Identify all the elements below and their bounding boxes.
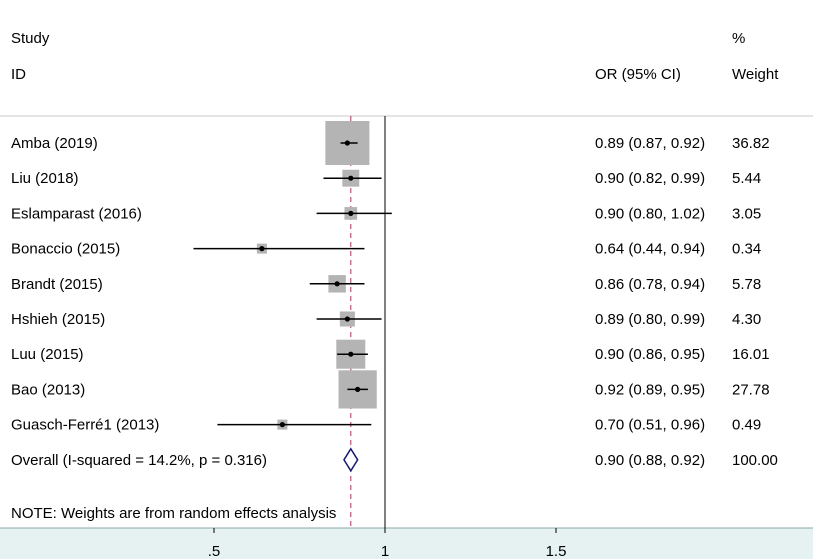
weight-value: 27.78 bbox=[732, 381, 770, 398]
study-name: Eslamparast (2016) bbox=[11, 205, 142, 222]
note-text: NOTE: Weights are from random effects an… bbox=[11, 505, 336, 522]
or-ci-value: 0.64 (0.44, 0.94) bbox=[595, 241, 705, 258]
or-ci-value: 0.86 (0.78, 0.94) bbox=[595, 276, 705, 293]
point-estimate bbox=[259, 246, 265, 252]
study-rows: Amba (2019) 0.89 (0.87, 0.92) 36.82 Liu (20… bbox=[11, 121, 778, 473]
point-estimate bbox=[355, 386, 361, 392]
point-estimate bbox=[344, 316, 350, 322]
or-ci-value: 0.90 (0.86, 0.95) bbox=[595, 346, 705, 363]
x-tick-label: 1 bbox=[381, 543, 389, 559]
point-estimate bbox=[348, 210, 354, 216]
point-estimate bbox=[344, 140, 350, 146]
point-estimate bbox=[279, 422, 285, 428]
id-header: ID bbox=[11, 66, 26, 83]
study-name: Brandt (2015) bbox=[11, 276, 103, 293]
weight-value: 0.49 bbox=[732, 417, 761, 434]
point-estimate bbox=[334, 281, 340, 287]
or-ci-value: 0.70 (0.51, 0.96) bbox=[595, 417, 705, 434]
x-axis-ticks: .5 1 1.5 bbox=[208, 528, 567, 559]
or-ci-value: 0.90 (0.80, 1.02) bbox=[595, 205, 705, 222]
or-ci-value: 0.92 (0.89, 0.95) bbox=[595, 381, 705, 398]
overall-weight: 100.00 bbox=[732, 452, 778, 469]
study-name: Guasch-Ferré1 (2013) bbox=[11, 417, 159, 434]
weight-value: 16.01 bbox=[732, 346, 770, 363]
weight-value: 5.78 bbox=[732, 276, 761, 293]
study-name: Bao (2013) bbox=[11, 381, 85, 398]
x-tick-label: 1.5 bbox=[546, 543, 567, 559]
study-name: Liu (2018) bbox=[11, 170, 79, 187]
overall-label: Overall (I-squared = 14.2%, p = 0.316) bbox=[11, 452, 267, 469]
weight-value: 0.34 bbox=[732, 241, 761, 258]
overall-or-ci: 0.90 (0.88, 0.92) bbox=[595, 452, 705, 469]
weight-header: Weight bbox=[732, 66, 779, 83]
or-ci-value: 0.89 (0.87, 0.92) bbox=[595, 135, 705, 152]
or-ci-value: 0.89 (0.80, 0.99) bbox=[595, 311, 705, 328]
point-estimate bbox=[348, 351, 354, 357]
study-name: Hshieh (2015) bbox=[11, 311, 105, 328]
x-tick-label: .5 bbox=[208, 543, 221, 559]
weight-value: 3.05 bbox=[732, 205, 761, 222]
weight-value: 5.44 bbox=[732, 170, 761, 187]
overall-diamond bbox=[343, 447, 359, 473]
weight-value: 4.30 bbox=[732, 311, 761, 328]
study-name: Luu (2015) bbox=[11, 346, 84, 363]
axis-band bbox=[0, 528, 813, 559]
weight-value: 36.82 bbox=[732, 135, 770, 152]
or-ci-value: 0.90 (0.82, 0.99) bbox=[595, 170, 705, 187]
study-name: Amba (2019) bbox=[11, 135, 98, 152]
percent-header: % bbox=[732, 30, 745, 47]
study-header: Study bbox=[11, 30, 50, 47]
or-header: OR (95% CI) bbox=[595, 66, 681, 83]
study-name: Bonaccio (2015) bbox=[11, 241, 120, 258]
point-estimate bbox=[348, 175, 354, 181]
